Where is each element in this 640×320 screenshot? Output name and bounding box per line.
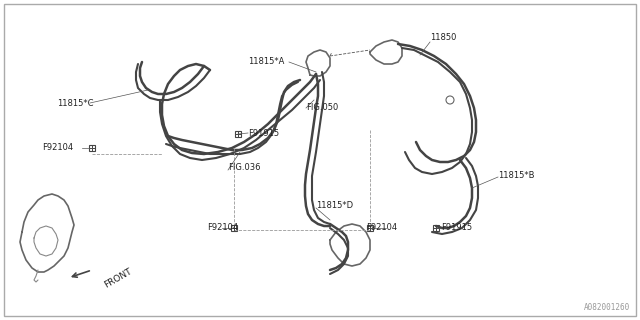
- Bar: [235, 131, 241, 137]
- Bar: [367, 225, 373, 231]
- Text: FIG.050: FIG.050: [306, 103, 339, 113]
- Text: F92104: F92104: [42, 143, 73, 153]
- Text: FRONT: FRONT: [103, 267, 134, 290]
- Text: 11850: 11850: [430, 34, 456, 43]
- Bar: [231, 225, 237, 231]
- Text: F92104: F92104: [366, 223, 397, 233]
- Bar: [433, 225, 439, 231]
- Text: F91915: F91915: [248, 129, 279, 138]
- Text: 11815*D: 11815*D: [316, 202, 353, 211]
- Text: 11815*C: 11815*C: [57, 99, 93, 108]
- Text: FIG.036: FIG.036: [228, 164, 260, 172]
- Text: A082001260: A082001260: [584, 303, 630, 312]
- Bar: [89, 145, 95, 151]
- Text: 11815*B: 11815*B: [498, 171, 534, 180]
- Text: 11815*A: 11815*A: [248, 58, 284, 67]
- Text: F91915: F91915: [441, 223, 472, 233]
- Text: F92104: F92104: [207, 223, 238, 233]
